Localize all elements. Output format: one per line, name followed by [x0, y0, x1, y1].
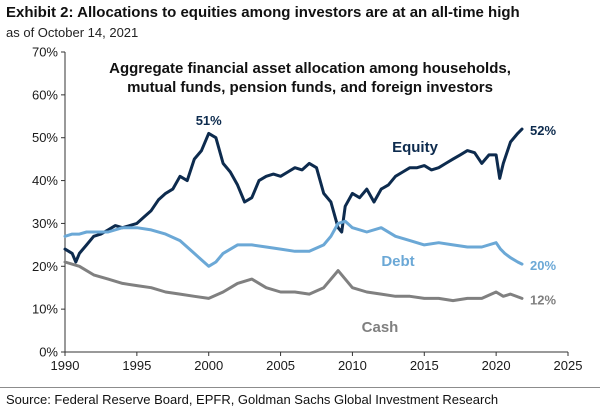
equity-series-label: Equity [392, 139, 438, 156]
series-layer [63, 127, 524, 303]
line-chart: Aggregate financial asset allocation amo… [32, 45, 582, 374]
y-tick-label: 50% [32, 130, 58, 145]
x-tick-label: 2010 [338, 358, 367, 373]
chart-title-line-2: mutual funds, pension funds, and foreign… [127, 79, 493, 96]
x-tick-label: 1990 [51, 358, 80, 373]
y-tick-label: 0% [39, 345, 58, 360]
x-tick-label: 2025 [554, 358, 583, 373]
debt-series-line [63, 219, 524, 268]
x-tick-label: 2000 [194, 358, 223, 373]
y-tick-label: 30% [32, 216, 58, 231]
peak-annotation: 51% [196, 113, 222, 128]
x-tick-label: 2005 [266, 358, 295, 373]
y-tick-label: 60% [32, 87, 58, 102]
y-tick-label: 10% [32, 302, 58, 317]
y-tick-label: 70% [32, 45, 58, 60]
x-tick-label: 1995 [122, 358, 151, 373]
source-note: Source: Federal Reserve Board, EPFR, Gol… [6, 392, 499, 407]
x-tick-label: 2015 [410, 358, 439, 373]
debt-series-label: Debt [381, 253, 414, 270]
chart-axes: 0% 10% 20% 30% 40% 50% 60% 70% 1990 1995 2000 2005 2… [32, 45, 582, 374]
y-tick-label: 20% [32, 259, 58, 274]
as-of-date: as of October 14, 2021 [6, 25, 139, 40]
cash-series-label: Cash [362, 319, 399, 336]
x-tick-label: 2020 [482, 358, 511, 373]
chart-title-line-1: Aggregate financial asset allocation amo… [109, 60, 511, 77]
footer-divider [0, 387, 600, 388]
debt-end-value-label: 20% [530, 258, 556, 273]
cash-series-line [63, 260, 524, 303]
cash-end-value-label: 12% [530, 292, 556, 307]
equity-end-value-label: 52% [530, 123, 556, 138]
exhibit-title: Exhibit 2: Allocations to equities among… [6, 4, 520, 21]
labels-layer: Equity Debt Cash 52% 20% 12% 51% [196, 113, 557, 336]
y-tick-label: 40% [32, 173, 58, 188]
equity-series-line [63, 127, 524, 264]
